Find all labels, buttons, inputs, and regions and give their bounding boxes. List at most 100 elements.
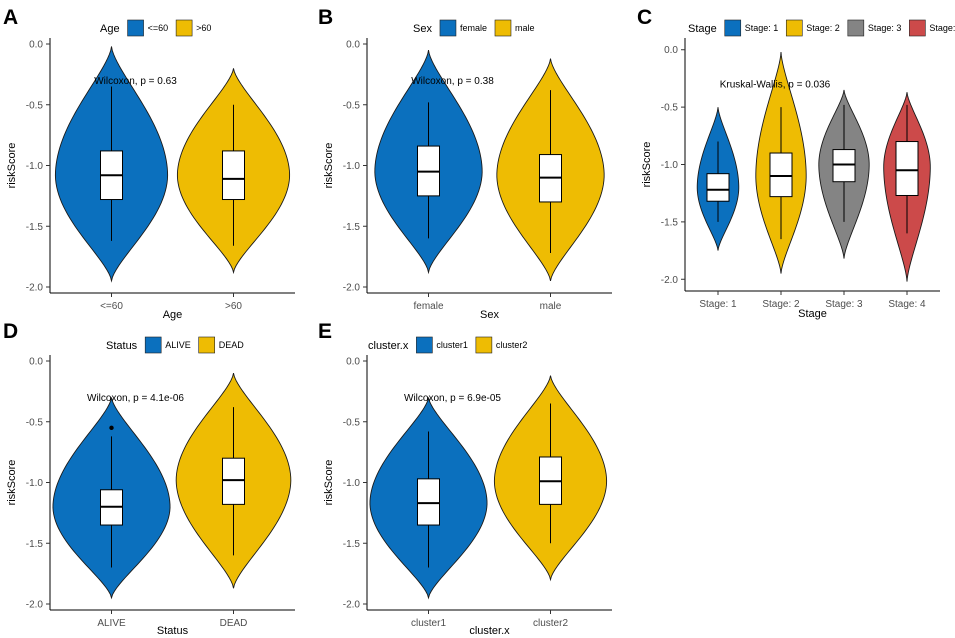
y-tick-label: -1.0 [343, 478, 361, 489]
y-tick-label: -1.0 [343, 161, 361, 172]
x-tick-label: <=60 [100, 301, 123, 312]
box [769, 152, 793, 198]
x-tick-label: Stage: 4 [888, 299, 926, 310]
legend-key [785, 19, 803, 37]
x-tick-label: DEAD [220, 618, 248, 629]
panel-D: D Status ALIVE DEAD 0.0 -0.5 -1.0 -1.5 -2.0 riskS… [3, 320, 295, 637]
box [222, 150, 245, 201]
panel-letter: B [318, 6, 333, 29]
legend-title: Age [100, 23, 120, 35]
panel-B: B Sex female male 0.0 -0.5 -1.0 -1.5 -2.0 riskSco… [318, 6, 612, 321]
x-tick-label: ALIVE [97, 618, 126, 629]
x-tick-label: Stage: 2 [762, 299, 800, 310]
y-tick-label: -1.0 [26, 478, 44, 489]
legend-key [416, 336, 433, 354]
legend: Status ALIVE DEAD [106, 336, 245, 354]
legend-key [144, 336, 162, 354]
y-tick-label: -1.5 [343, 539, 361, 550]
y-axis-title: riskScore [323, 143, 335, 189]
legend-key [847, 19, 865, 37]
box [706, 173, 730, 202]
x-tick-label: >60 [225, 301, 242, 312]
legend-title: Stage [688, 23, 717, 35]
y-tick-label: -2.0 [661, 275, 679, 286]
legend-label: Stage: 4 [929, 23, 955, 33]
x-tick-label: Stage: 1 [699, 299, 737, 310]
panel-letter: D [3, 320, 18, 343]
box [895, 141, 919, 196]
panel-A: A Age <=60 >60 0.0 -0.5 -1.0 -1.5 -2.0 riskScore A… [3, 6, 295, 321]
x-axis-title: Status [157, 625, 189, 637]
legend-label: male [515, 23, 535, 33]
y-tick-label: -1.0 [26, 161, 44, 172]
panel-letter: E [318, 320, 332, 343]
y-tick-label: -0.5 [26, 417, 44, 428]
y-tick-label: -0.5 [661, 103, 679, 114]
y-axis-title: riskScore [323, 460, 335, 506]
y-tick-label: 0.0 [29, 40, 43, 51]
y-axis-title: riskScore [641, 142, 653, 188]
legend: Stage Stage: 1 Stage: 2 Stage: 3 Stage: 4 [688, 19, 955, 37]
legend-label: ALIVE [165, 340, 191, 350]
legend: cluster.x cluster1 cluster2 [368, 336, 528, 354]
x-tick-label: Stage: 3 [825, 299, 863, 310]
y-tick-label: -1.5 [661, 217, 679, 228]
legend-key [127, 19, 144, 37]
legend-key [439, 19, 457, 37]
legend: Age <=60 >60 [100, 19, 211, 37]
outlier-point [109, 425, 114, 431]
box [222, 457, 245, 505]
panel-letter: C [637, 6, 652, 29]
box [417, 478, 440, 526]
legend-key [494, 19, 512, 37]
legend-label: cluster2 [496, 340, 528, 350]
x-tick-label: male [540, 301, 562, 312]
stat-test-label: Wilcoxon, p = 0.38 [411, 76, 494, 87]
y-axis-title: riskScore [6, 460, 18, 506]
legend-label: Stage: 1 [745, 23, 779, 33]
y-tick-label: 0.0 [346, 357, 360, 368]
legend-label: >60 [196, 23, 211, 33]
x-tick-label: cluster2 [533, 618, 568, 629]
x-tick-label: cluster1 [411, 618, 446, 629]
legend-key [198, 336, 216, 354]
y-tick-label: -1.5 [26, 222, 44, 233]
legend: Sex female male [413, 19, 535, 37]
y-tick-label: -2.0 [26, 283, 44, 294]
y-tick-label: -0.5 [343, 417, 361, 428]
x-axis-title: Stage [798, 308, 827, 320]
legend-label: <=60 [148, 23, 169, 33]
panel-letter: A [3, 6, 18, 29]
y-axis-title: riskScore [6, 143, 18, 189]
y-tick-label: -0.5 [26, 100, 44, 111]
y-tick-label: -2.0 [343, 600, 361, 611]
legend-label: cluster1 [436, 340, 468, 350]
y-tick-label: -2.0 [343, 283, 361, 294]
stat-test-label: Wilcoxon, p = 0.63 [94, 76, 177, 87]
legend-title: Sex [413, 23, 432, 35]
legend-key [475, 336, 493, 354]
legend-key [909, 19, 926, 37]
x-axis-title: Sex [480, 309, 499, 321]
y-tick-label: 0.0 [664, 45, 678, 56]
stat-test-label: Wilcoxon, p = 4.1e-06 [87, 393, 184, 404]
y-tick-label: 0.0 [346, 40, 360, 51]
x-axis-title: cluster.x [469, 625, 510, 637]
x-axis-title: Age [163, 309, 183, 321]
y-tick-label: -1.5 [343, 222, 361, 233]
panel-C: C Stage Stage: 1 Stage: 2 Stage: 3 Stage: 4 0.… [637, 6, 955, 320]
legend-label: Stage: 2 [806, 23, 840, 33]
legend-key [724, 19, 742, 37]
stat-test-label: Wilcoxon, p = 6.9e-05 [404, 393, 501, 404]
y-tick-label: 0.0 [29, 357, 43, 368]
y-tick-label: -2.0 [26, 600, 44, 611]
legend-title: cluster.x [368, 340, 409, 352]
legend-label: DEAD [219, 340, 245, 350]
y-tick-label: -1.0 [661, 160, 679, 171]
stat-test-label: Kruskal-Wallis, p = 0.036 [720, 80, 831, 91]
y-tick-label: -1.5 [26, 539, 44, 550]
legend-key [175, 19, 193, 37]
legend-label: Stage: 3 [868, 23, 902, 33]
